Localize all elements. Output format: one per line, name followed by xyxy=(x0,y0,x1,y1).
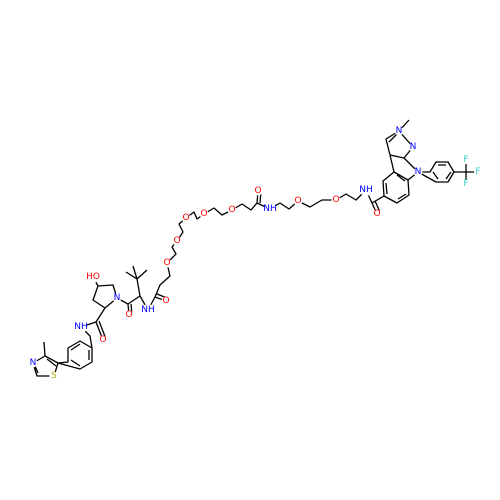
atom-label: N xyxy=(410,142,417,152)
atom-label: N xyxy=(114,293,121,303)
atom-label: NH xyxy=(141,305,155,315)
atom-label: F xyxy=(475,167,480,177)
bond xyxy=(116,265,149,316)
label-bg xyxy=(162,258,172,268)
bond xyxy=(57,340,93,370)
label-bg xyxy=(87,271,99,283)
atom-label: N xyxy=(30,358,37,368)
atom-label: O xyxy=(228,205,235,215)
label-bg xyxy=(474,168,482,176)
atom-label: O xyxy=(294,196,301,206)
atom-label: O xyxy=(173,236,180,246)
label-bg xyxy=(28,358,38,368)
label-bg xyxy=(462,156,470,164)
label-bg xyxy=(462,180,470,188)
atom-label: NH xyxy=(359,185,373,195)
atom-label-backgrounds xyxy=(28,126,482,381)
atom-label: O xyxy=(332,195,339,205)
label-bg xyxy=(98,335,108,345)
label-bg xyxy=(181,213,191,223)
label-bg xyxy=(253,186,263,196)
label-bg xyxy=(172,236,182,246)
label-bg xyxy=(293,196,303,206)
atom-label: O xyxy=(162,296,169,306)
label-bg xyxy=(75,321,87,333)
label-bg xyxy=(408,142,418,152)
label-bg xyxy=(331,195,341,205)
label-bg xyxy=(199,209,209,219)
label-bg xyxy=(142,304,154,316)
bond xyxy=(417,160,478,184)
atom-label: NH xyxy=(74,322,88,332)
label-bg xyxy=(360,184,372,196)
bond xyxy=(147,189,385,311)
atom-label: O xyxy=(254,186,261,196)
atom-labels: HO N O NH O O NH N S O O O O O O NH O O … xyxy=(30,126,481,381)
label-bg xyxy=(264,203,276,215)
atom-label: O xyxy=(125,310,132,320)
label-bg xyxy=(124,310,134,320)
label-bg xyxy=(372,209,382,219)
atom-label: S xyxy=(51,371,57,381)
atom-label: N xyxy=(415,167,422,177)
atom-label: N xyxy=(396,126,403,136)
bond xyxy=(382,119,419,204)
label-bg xyxy=(227,205,237,215)
label-bg xyxy=(161,296,171,306)
label-bg xyxy=(413,167,423,177)
label-bg xyxy=(49,371,59,381)
label-bg xyxy=(394,126,404,136)
atom-label: O xyxy=(200,209,207,219)
atom-label: F xyxy=(463,155,468,165)
atom-label: O xyxy=(182,213,189,223)
label-bg xyxy=(112,293,122,303)
atom-label: NH xyxy=(263,204,277,214)
bonds xyxy=(32,119,478,377)
atom-label: O xyxy=(373,209,380,219)
atom-label: F xyxy=(463,179,468,189)
bond xyxy=(32,341,59,377)
atom-label: HO xyxy=(86,272,100,282)
atom-label: O xyxy=(99,335,106,345)
atom-label: O xyxy=(163,258,170,268)
